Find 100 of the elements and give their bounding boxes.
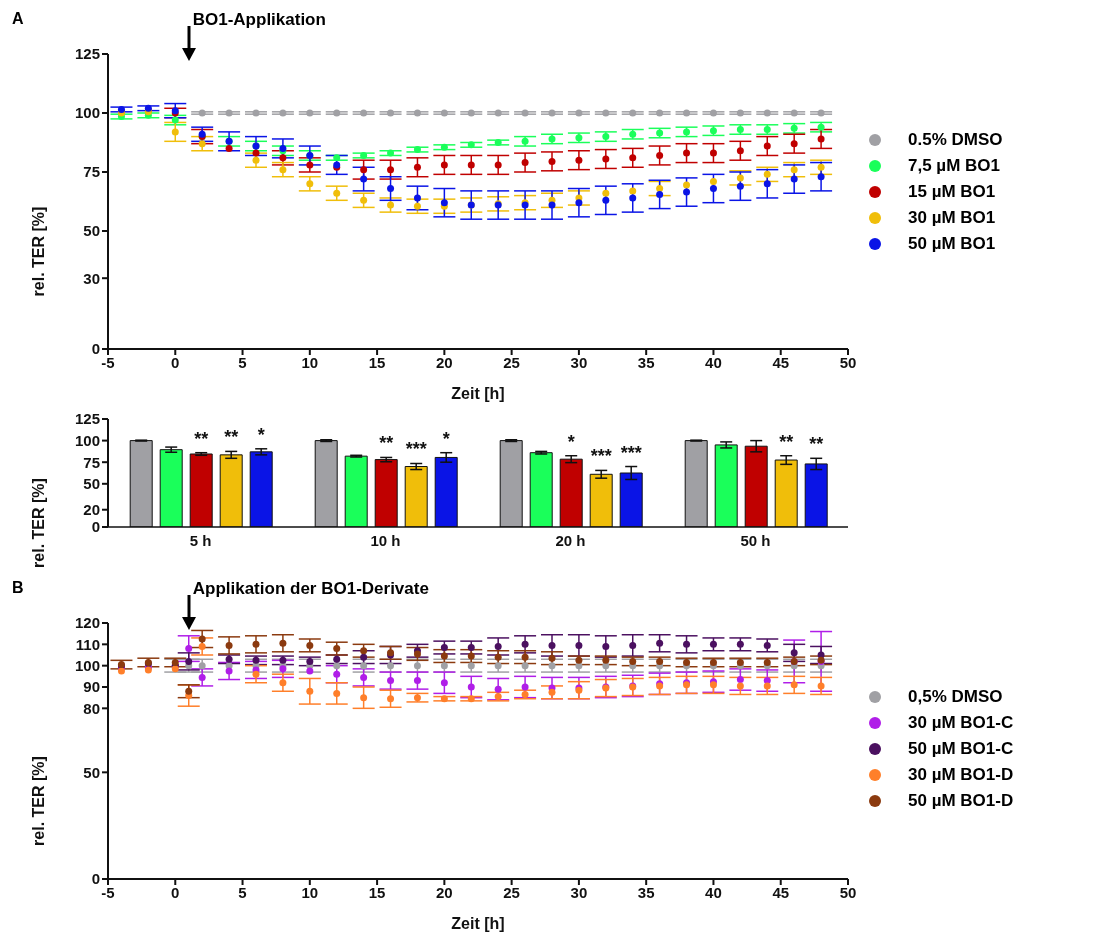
point [333, 662, 341, 670]
legend-label: 7,5 µM BO1 [908, 156, 1000, 177]
x-tick-label: 15 [368, 883, 386, 901]
y-tick-label: 20 [83, 501, 100, 519]
y-tick-label: 100 [74, 656, 100, 674]
y-tick-label: 125 [74, 45, 100, 63]
text: Applikation der BO1-Derivate [192, 579, 429, 599]
x-tick-label: 50 [839, 353, 857, 371]
y-tick-label: 120 [74, 614, 100, 632]
x-tick-label: 10 [301, 353, 319, 371]
point [306, 641, 314, 649]
point [387, 201, 395, 209]
point [198, 673, 206, 681]
point [333, 670, 341, 678]
point [440, 679, 448, 687]
point [360, 166, 368, 174]
point [683, 149, 691, 157]
legend-label: 30 µM BO1 [908, 208, 996, 229]
point [656, 151, 664, 159]
y-tick-label: 75 [83, 453, 100, 471]
point [440, 662, 448, 670]
point [602, 155, 610, 163]
point [548, 662, 556, 670]
point [763, 142, 771, 150]
point [790, 649, 798, 657]
point [683, 181, 691, 189]
point [763, 641, 771, 649]
point [494, 161, 502, 169]
point [602, 642, 610, 650]
y-tick-label: 100 [74, 431, 100, 449]
point [548, 688, 556, 696]
x-tick-label: 25 [503, 353, 520, 371]
x-tick-label: 35 [637, 883, 655, 901]
legend-label: 30 µM BO1-D [908, 765, 1014, 786]
data-label: *** [590, 446, 612, 467]
x-tick-label: 45 [772, 883, 790, 901]
x-axis-title: Zeit [h] [451, 915, 505, 932]
point [629, 194, 637, 202]
point [575, 156, 583, 164]
point [790, 175, 798, 183]
y-tick-label: 110 [75, 635, 100, 653]
data-label: * [442, 428, 450, 449]
x-tick-label: 20 [436, 353, 453, 371]
x-tick-label: 10 h [370, 531, 401, 549]
y-tick-label: 80 [83, 699, 100, 717]
point [198, 140, 206, 148]
text: B [12, 579, 24, 597]
x-tick-label: 40 [705, 353, 722, 371]
point [387, 185, 395, 193]
point [225, 144, 233, 152]
y-tick-label: 50 [83, 222, 100, 240]
point [225, 667, 233, 675]
point [629, 154, 637, 162]
x-tick-label: 20 [436, 883, 453, 901]
data-label: ** [224, 427, 239, 448]
legend-label: 50 µM BO1-D [908, 791, 1014, 812]
point [736, 682, 744, 690]
point [548, 641, 556, 649]
point [656, 185, 664, 193]
point [709, 185, 717, 193]
data-label: ** [194, 428, 209, 449]
x-tick-label: -5 [101, 883, 115, 901]
point [185, 645, 193, 653]
point [656, 639, 664, 647]
point [360, 196, 368, 204]
x-tick-label: 20 h [555, 531, 586, 549]
point [306, 180, 314, 188]
point [521, 159, 529, 167]
y-tick-label: 30 [83, 269, 100, 287]
x-tick-label: 40 [705, 883, 722, 901]
y-tick-label: 125 [74, 410, 100, 428]
point [521, 683, 529, 691]
point [360, 175, 368, 183]
point [494, 685, 502, 693]
x-tick-label: 5 h [189, 531, 212, 549]
point [360, 647, 368, 655]
y-tick-label: 50 [83, 763, 100, 781]
point [171, 128, 179, 136]
y-axis-title: rel. TER [%] [29, 756, 47, 846]
y-axis-title: rel. TER [%] [29, 206, 47, 297]
point [467, 161, 475, 169]
point [709, 177, 717, 185]
point [763, 180, 771, 188]
point [817, 682, 825, 690]
point [575, 199, 583, 207]
point [279, 166, 287, 174]
point [225, 641, 233, 649]
x-tick-label: 45 [772, 353, 790, 371]
point [333, 645, 341, 653]
point [387, 662, 395, 670]
x-tick-label: 5 [238, 883, 247, 901]
y-tick-label: 0 [91, 340, 100, 358]
x-tick-label: 50 [839, 883, 857, 901]
point [736, 640, 744, 648]
point [387, 695, 395, 703]
point [252, 149, 260, 157]
x-tick-label: 50 h [740, 531, 771, 549]
point [817, 163, 825, 171]
point [629, 187, 637, 195]
data-label: * [567, 431, 575, 452]
